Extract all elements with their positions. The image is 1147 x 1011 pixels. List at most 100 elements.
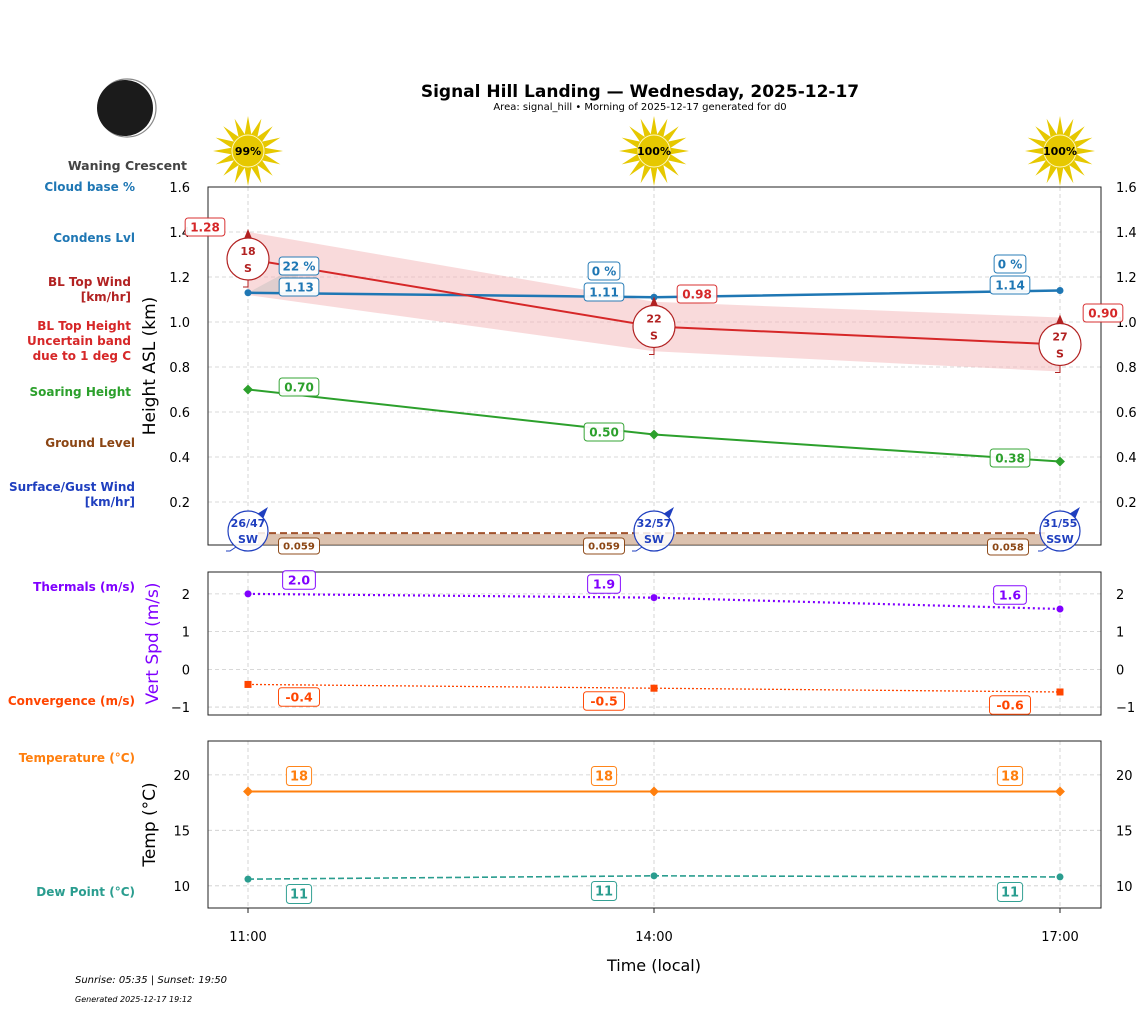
x-axis-label: Time (local) — [606, 956, 701, 975]
convergence-point — [650, 684, 658, 692]
ground-label-box — [583, 537, 625, 555]
temperature-label: 18 — [290, 770, 308, 785]
convergence-label-box — [989, 695, 1031, 715]
y-tick-label: 2 — [182, 588, 190, 603]
cloud-base-label: 22 % — [283, 259, 316, 273]
moon-icon — [97, 80, 153, 136]
ground-label-box — [987, 538, 1029, 556]
bl-top-label: 0.98 — [682, 287, 712, 301]
temperature-point — [649, 786, 659, 797]
y-tick-label: 10 — [173, 880, 190, 895]
bl-wind-speed: 22 — [646, 313, 661, 326]
label-thermals: Thermals (m/s) — [33, 580, 135, 594]
surface-wind-speed: 32/57 — [637, 517, 672, 530]
y-tick-label-right: 15 — [1116, 824, 1133, 839]
surface-wind-tail-icon — [632, 546, 643, 552]
thermals-label: 1.9 — [593, 577, 615, 592]
label-surface-wind: Surface/Gust Wind [km/hr] — [9, 480, 135, 509]
cloud-base-label: 0 % — [998, 257, 1023, 271]
ground-label: 0.059 — [588, 542, 620, 553]
generated-timestamp: Generated 2025-12-17 19:12 — [75, 995, 193, 1004]
soaring-label: 0.50 — [589, 425, 619, 439]
dew-point-label-box — [285, 884, 313, 904]
dew-point-point — [650, 872, 658, 880]
dew-point-label-box — [996, 882, 1024, 902]
dew-point-label: 11 — [595, 885, 613, 900]
surface-wind-speed: 31/55 — [1043, 517, 1078, 530]
page-title: Signal Hill Landing — Wednesday, 2025-12… — [420, 82, 860, 102]
cloud-base-label-box — [993, 254, 1027, 274]
surface-wind-tail-icon — [226, 546, 237, 552]
y-tick-label: 1 — [182, 626, 190, 641]
y-tick-label-right: 0.4 — [1116, 451, 1137, 466]
y-axis-label: Vert Spd (m/s) — [143, 582, 163, 704]
thermals-point — [1056, 605, 1064, 613]
surface-wind-circle — [227, 510, 269, 552]
ground-label-box — [278, 537, 320, 555]
label-cloud-base: Cloud base % — [44, 180, 135, 194]
condens-label-box — [278, 277, 320, 297]
y-tick-label: 0.4 — [169, 451, 190, 466]
soaring-point — [243, 384, 253, 395]
x-tick-label: 11:00 — [229, 930, 266, 945]
label-dew-point: Dew Point (°C) — [36, 885, 135, 899]
y-tick-label-right: −1 — [1116, 701, 1135, 716]
condens-label-box — [989, 275, 1031, 295]
y-tick-label-right: 2 — [1116, 588, 1124, 603]
dew-point-label: 11 — [290, 888, 308, 903]
x-tick-label: 17:00 — [1041, 930, 1078, 945]
soaring-point — [649, 429, 659, 440]
sun-percent: 99% — [235, 145, 261, 158]
y-tick-label-right: 1.2 — [1116, 271, 1137, 286]
thermals-label-box — [993, 585, 1027, 605]
temperature-label-box — [996, 766, 1024, 786]
y-tick-label: 0.6 — [169, 406, 190, 421]
bl-wind-circle — [226, 237, 270, 281]
label-convergence: Convergence (m/s) — [7, 694, 135, 708]
y-tick-label: 0.2 — [169, 496, 190, 511]
thermals-point — [244, 590, 252, 598]
convergence-line — [247, 683, 1061, 693]
sun-disc — [637, 134, 671, 168]
surface-wind-dir: SW — [238, 533, 258, 546]
y-tick-label-right: 1.6 — [1116, 181, 1137, 196]
surface-wind-tail-icon — [1038, 546, 1049, 552]
temperature-label-box — [590, 766, 618, 786]
y-axis-label: Height ASL (km) — [140, 297, 160, 436]
convergence-label-box — [278, 687, 320, 707]
plot-frame — [207, 740, 1102, 909]
bl-top-label: 1.28 — [190, 220, 220, 234]
y-tick-label: 15 — [173, 824, 190, 839]
thermals-label: 1.6 — [999, 588, 1021, 603]
label-soaring: Soaring Height — [29, 385, 132, 399]
ground-label: 0.058 — [992, 543, 1024, 554]
condens-label: 1.13 — [284, 280, 314, 294]
dew-point-label: 11 — [1001, 886, 1019, 901]
label-bl-wind: BL Top Wind [km/hr] — [47, 275, 131, 304]
moon-phase-label: Waning Crescent — [67, 158, 187, 173]
bl-top-label-box — [184, 217, 226, 237]
label-bl-height: BL Top Height Uncertain band due to 1 de… — [27, 319, 131, 363]
bl-wind-dir: S — [1056, 348, 1064, 361]
bl-wind-circle — [1038, 322, 1082, 367]
thermals-label-box — [587, 574, 621, 594]
temperature-point — [1055, 786, 1065, 797]
wind-tail-icon — [649, 346, 655, 356]
temperature-label: 18 — [595, 770, 613, 785]
dew-point-label-box — [590, 881, 618, 901]
ground-label: 0.059 — [283, 542, 315, 553]
convergence-label: -0.6 — [996, 698, 1024, 713]
label-condens: Condens Lvl — [53, 231, 135, 245]
temperature-label: 18 — [1001, 770, 1019, 785]
convergence-label: -0.5 — [590, 694, 617, 709]
bl-uncertainty-band — [248, 232, 1060, 372]
convergence-point — [244, 680, 252, 688]
y-tick-label: 1.6 — [169, 181, 190, 196]
temperature-point — [243, 786, 253, 797]
y-tick-label: 1.2 — [169, 271, 190, 286]
page-subtitle: Area: signal_hill • Morning of 2025-12-1… — [493, 102, 787, 113]
surface-wind-dir: SW — [644, 533, 664, 546]
surface-wind-circle — [633, 510, 675, 552]
temperature-label-box — [285, 766, 313, 786]
